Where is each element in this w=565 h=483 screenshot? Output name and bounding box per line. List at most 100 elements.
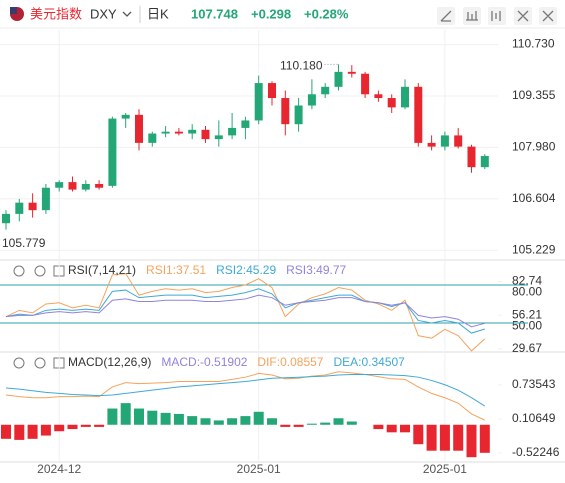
histogram-bar: [94, 424, 105, 427]
candle-body: [281, 98, 290, 125]
candle-body: [161, 131, 170, 134]
histogram-bar: [453, 424, 464, 451]
candle-body: [294, 105, 303, 125]
candle-body: [15, 202, 24, 214]
legend-entry: DIF:0.08557: [257, 355, 323, 369]
histogram-bar: [120, 403, 131, 425]
legend-entry: MACD:-0.51902: [161, 355, 247, 369]
y-tick-label: -0.52246: [512, 445, 560, 459]
histogram-bar: [346, 421, 357, 425]
indicator-title: MACD(12,26,9): [68, 355, 151, 369]
candle-body: [334, 71, 343, 87]
rsi-icons[interactable]: [13, 265, 65, 277]
y-tick-label: 105.229: [512, 242, 556, 256]
histogram-bar: [413, 424, 424, 445]
candle-body: [41, 187, 50, 211]
legend-entry: DEA:0.34507: [333, 355, 405, 369]
histogram-bar: [227, 418, 238, 425]
histogram-bar: [107, 408, 118, 425]
symbol[interactable]: DXY: [90, 6, 117, 21]
change-pct: +0.28%: [304, 6, 349, 21]
y-tick-label: 0.73543: [512, 377, 556, 391]
eye-icon[interactable]: [13, 265, 25, 277]
line-series: [5, 371, 486, 421]
histogram-bar: [240, 416, 251, 425]
y-tick-label: 50.00: [512, 318, 542, 332]
candle-body: [374, 94, 383, 99]
y-tick-label: 80.00: [512, 285, 542, 299]
y-tick-label: 56.21: [512, 307, 542, 321]
settings-icon[interactable]: [34, 357, 46, 369]
y-tick-label: 0.10649: [512, 411, 556, 425]
candle-body: [108, 118, 117, 186]
eye-icon[interactable]: [13, 357, 25, 369]
histogram-bar: [293, 424, 304, 427]
histogram-bar: [147, 410, 158, 425]
histogram-bar: [80, 424, 91, 427]
candle-body: [148, 133, 157, 143]
histogram-bar: [14, 424, 25, 440]
candle-body: [440, 135, 449, 147]
x-tick-label: 2025-01: [237, 462, 281, 476]
histogram-bar: [320, 422, 331, 425]
histogram-bar: [173, 413, 184, 425]
candle-body: [214, 135, 223, 140]
y-tick-label: 110.730: [512, 37, 555, 51]
histogram-bar: [1, 424, 11, 439]
candle-body: [28, 202, 37, 211]
histogram-bar: [400, 424, 410, 433]
candle-body: [201, 129, 210, 140]
dropdown-arrow[interactable]: [122, 11, 132, 17]
histogram-bar: [479, 424, 490, 453]
compare-button[interactable]: [488, 7, 506, 25]
candle-body: [121, 114, 130, 119]
candle-body: [55, 182, 64, 188]
flag-canton: [10, 7, 17, 14]
candle-body: [241, 120, 250, 128]
legend-entry: RSI1:37.51: [146, 263, 206, 277]
line-series: [5, 273, 486, 352]
candle-body: [427, 142, 436, 147]
candle-body: [454, 135, 463, 147]
candle-body: [95, 183, 104, 188]
indicator-title: RSI(7,14,21): [68, 263, 136, 277]
histogram-bar: [439, 424, 450, 451]
histogram-bar: [200, 418, 211, 425]
toolbar: 美元指数 DXY 日K 107.748 +0.298 +0.28%: [10, 6, 557, 25]
y-tick-label: 106.604: [512, 191, 556, 205]
histogram-bar: [187, 416, 198, 425]
settings-icon[interactable]: [34, 265, 46, 277]
candle-body: [361, 73, 370, 95]
histogram-bar: [67, 424, 78, 430]
candle-body: [81, 183, 90, 190]
candle-body: [2, 213, 10, 224]
histogram-bar: [160, 412, 171, 425]
tool-buttons[interactable]: [437, 7, 557, 25]
candle-body: [228, 127, 237, 136]
macd-icons[interactable]: [13, 357, 65, 369]
candle-body: [480, 156, 489, 168]
line-series: [5, 294, 485, 328]
histogram-bar: [306, 423, 317, 425]
histogram-bar: [134, 408, 144, 425]
histogram-bar: [280, 424, 291, 427]
tool-icons: [440, 10, 554, 22]
candle-body: [414, 86, 423, 143]
x-tick-label: 2024-12: [37, 462, 81, 476]
y-tick-label: 109.355: [512, 88, 556, 102]
legend-entry: RSI2:45.29: [216, 263, 276, 277]
price: 107.748: [191, 6, 238, 21]
histogram-bar: [373, 424, 384, 430]
high-label: 110.180: [280, 59, 323, 73]
histogram-bar: [27, 424, 38, 439]
histogram-bar: [213, 420, 224, 425]
histogram-bar: [253, 411, 264, 425]
histogram-bar: [386, 424, 397, 433]
candle-body: [254, 83, 263, 121]
candle-body: [307, 94, 316, 106]
y-tick-label: 107.980: [512, 140, 556, 154]
histogram-bar: [333, 418, 344, 425]
period[interactable]: 日K: [147, 6, 169, 21]
